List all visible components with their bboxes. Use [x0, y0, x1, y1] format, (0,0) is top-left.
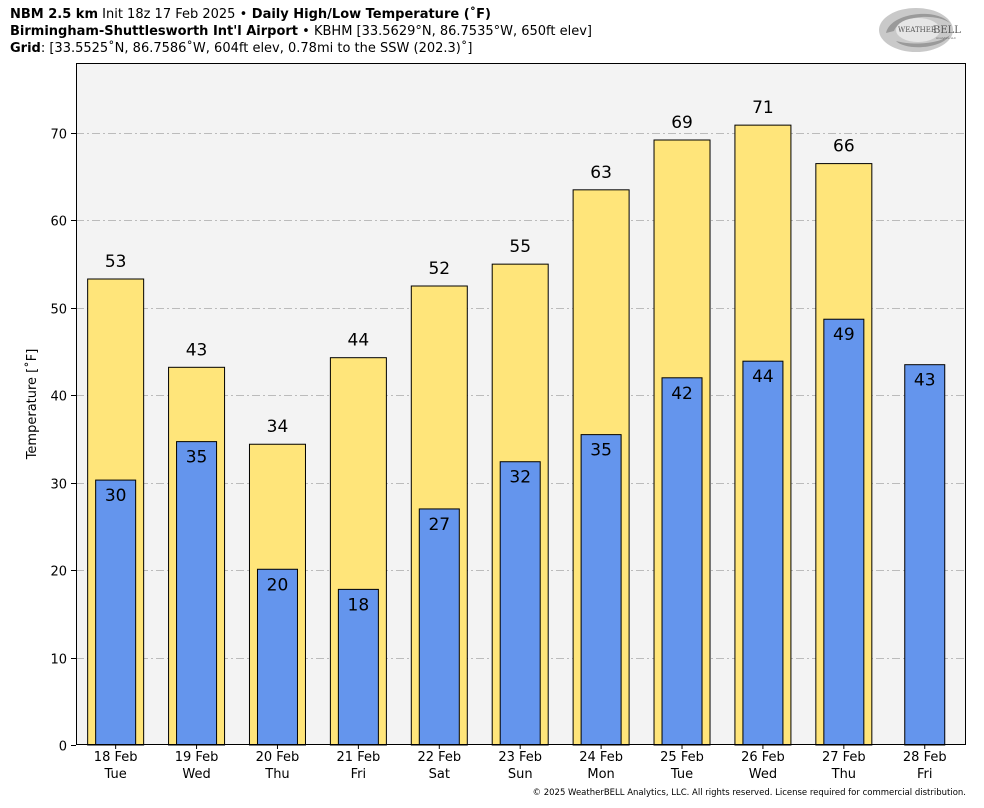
x-tick-label-date: 26 Feb — [741, 750, 785, 765]
logo-swirl-inner — [896, 18, 940, 42]
low-label: 42 — [671, 384, 693, 404]
high-label: 34 — [267, 417, 289, 437]
weatherbell-logo: WEATHER BELL Analytics LLC — [879, 8, 961, 52]
low-label: 43 — [914, 371, 936, 391]
low-label: 27 — [428, 515, 450, 535]
low-bar — [418, 508, 460, 746]
high-label: 71 — [752, 98, 774, 118]
high-label: 55 — [509, 237, 531, 257]
high-label: 66 — [833, 137, 855, 157]
product-title: Daily High/Low Temperature (˚F) — [247, 7, 491, 22]
station-info: KBHM [33.5629°N, 86.7535°W, 650ft elev] — [313, 24, 592, 39]
x-tick-label-day: Thu — [831, 767, 856, 782]
high-label: 43 — [186, 340, 208, 360]
x-tick-label-date: 25 Feb — [660, 750, 704, 765]
logo-text-weather: WEATHER — [898, 26, 937, 34]
low-bar — [904, 364, 946, 746]
low-label: 35 — [186, 448, 208, 468]
model-name: NBM 2.5 km — [10, 7, 98, 22]
data-labels: 53 30 43 35 34 20 44 18 52 27 55 32 63 35 69 42 71 44 66 49… — [105, 98, 936, 615]
header-line-2: Birmingham-Shuttlesworth Int'l Airport •… — [10, 23, 592, 40]
logo-swirl-arc — [896, 35, 950, 48]
x-tick-label-date: 22 Feb — [417, 750, 461, 765]
x-tick-label-day: Wed — [182, 767, 210, 782]
y-tick-label: 40 — [50, 390, 67, 405]
low-bar — [823, 318, 865, 746]
low-bar — [256, 568, 298, 746]
low-bar — [661, 377, 703, 746]
high-label: 69 — [671, 113, 693, 133]
x-tick-label-day: Sun — [508, 767, 533, 782]
x-tick-label-date: 18 Feb — [94, 750, 138, 765]
y-axis-label: Temperature [˚F] — [24, 349, 40, 461]
init-time: Init 18z 17 Feb 2025 — [98, 7, 240, 22]
x-tick-label-date: 24 Feb — [579, 750, 623, 765]
x-tick-label-date: 27 Feb — [822, 750, 866, 765]
low-bar — [499, 461, 541, 746]
y-tick-label: 70 — [50, 128, 67, 143]
y-tick-label: 50 — [50, 303, 67, 318]
y-tick-label: 10 — [50, 653, 67, 668]
grid-info: : [33.5525˚N, 86.7586˚W, 604ft elev, 0.7… — [40, 41, 473, 56]
low-label: 18 — [348, 595, 370, 615]
low-label: 49 — [833, 325, 855, 345]
x-tick-label-day: Wed — [749, 767, 777, 782]
low-bar — [176, 441, 218, 746]
y-axis: 0 10 20 30 40 50 60 70 — [50, 128, 76, 755]
x-tick-label-date: 23 Feb — [498, 750, 542, 765]
low-label: 44 — [752, 367, 774, 387]
x-tick-label-date: 21 Feb — [337, 750, 381, 765]
y-tick-label: 20 — [50, 565, 67, 580]
low-bar — [337, 588, 379, 746]
x-tick-label-date: 19 Feb — [175, 750, 219, 765]
x-tick-label-date: 28 Feb — [903, 750, 947, 765]
low-label: 20 — [267, 575, 289, 595]
high-label: 44 — [348, 331, 370, 351]
separator: • — [298, 24, 314, 39]
x-tick-label-day: Tue — [104, 767, 127, 782]
header-line-1: NBM 2.5 km Init 18z 17 Feb 2025 • Daily … — [10, 6, 491, 23]
x-axis: 18 Feb Tue 19 Feb Wed 20 Feb Thu 21 Feb Fri 22 F… — [94, 745, 947, 782]
low-bar — [742, 360, 784, 746]
copyright-notice: © 2025 WeatherBELL Analytics, LLC. All r… — [532, 788, 966, 798]
x-tick-label-day: Mon — [587, 767, 614, 782]
logo-text-sub: Analytics LLC — [936, 36, 956, 40]
station-name: Birmingham-Shuttlesworth Int'l Airport — [10, 24, 299, 39]
logo-swirl-arc — [886, 13, 950, 33]
grid-label: Grid — [10, 41, 41, 56]
high-label: 63 — [590, 163, 612, 183]
bars — [87, 124, 946, 746]
x-tick-label-day: Tue — [670, 767, 693, 782]
high-label: 53 — [105, 252, 127, 272]
low-bar — [95, 479, 137, 746]
y-tick-label: 0 — [59, 740, 67, 755]
plot-frame — [76, 63, 966, 745]
x-tick-label-day: Sat — [429, 767, 450, 782]
low-label: 32 — [509, 468, 531, 488]
logo-text-bell: BELL — [933, 25, 961, 36]
x-tick-label-date: 20 Feb — [256, 750, 300, 765]
high-label: 52 — [428, 259, 450, 279]
low-label: 30 — [105, 486, 127, 506]
y-tick-label: 60 — [50, 215, 67, 230]
low-bar — [580, 434, 622, 746]
x-tick-label-day: Fri — [917, 767, 933, 782]
separator: • — [239, 7, 248, 22]
header-line-3: Grid: [33.5525˚N, 86.7586˚W, 604ft elev,… — [10, 40, 472, 57]
x-tick-label-day: Thu — [264, 767, 289, 782]
x-tick-label-day: Fri — [351, 767, 367, 782]
y-tick-label: 30 — [50, 478, 67, 493]
low-label: 35 — [590, 441, 612, 461]
